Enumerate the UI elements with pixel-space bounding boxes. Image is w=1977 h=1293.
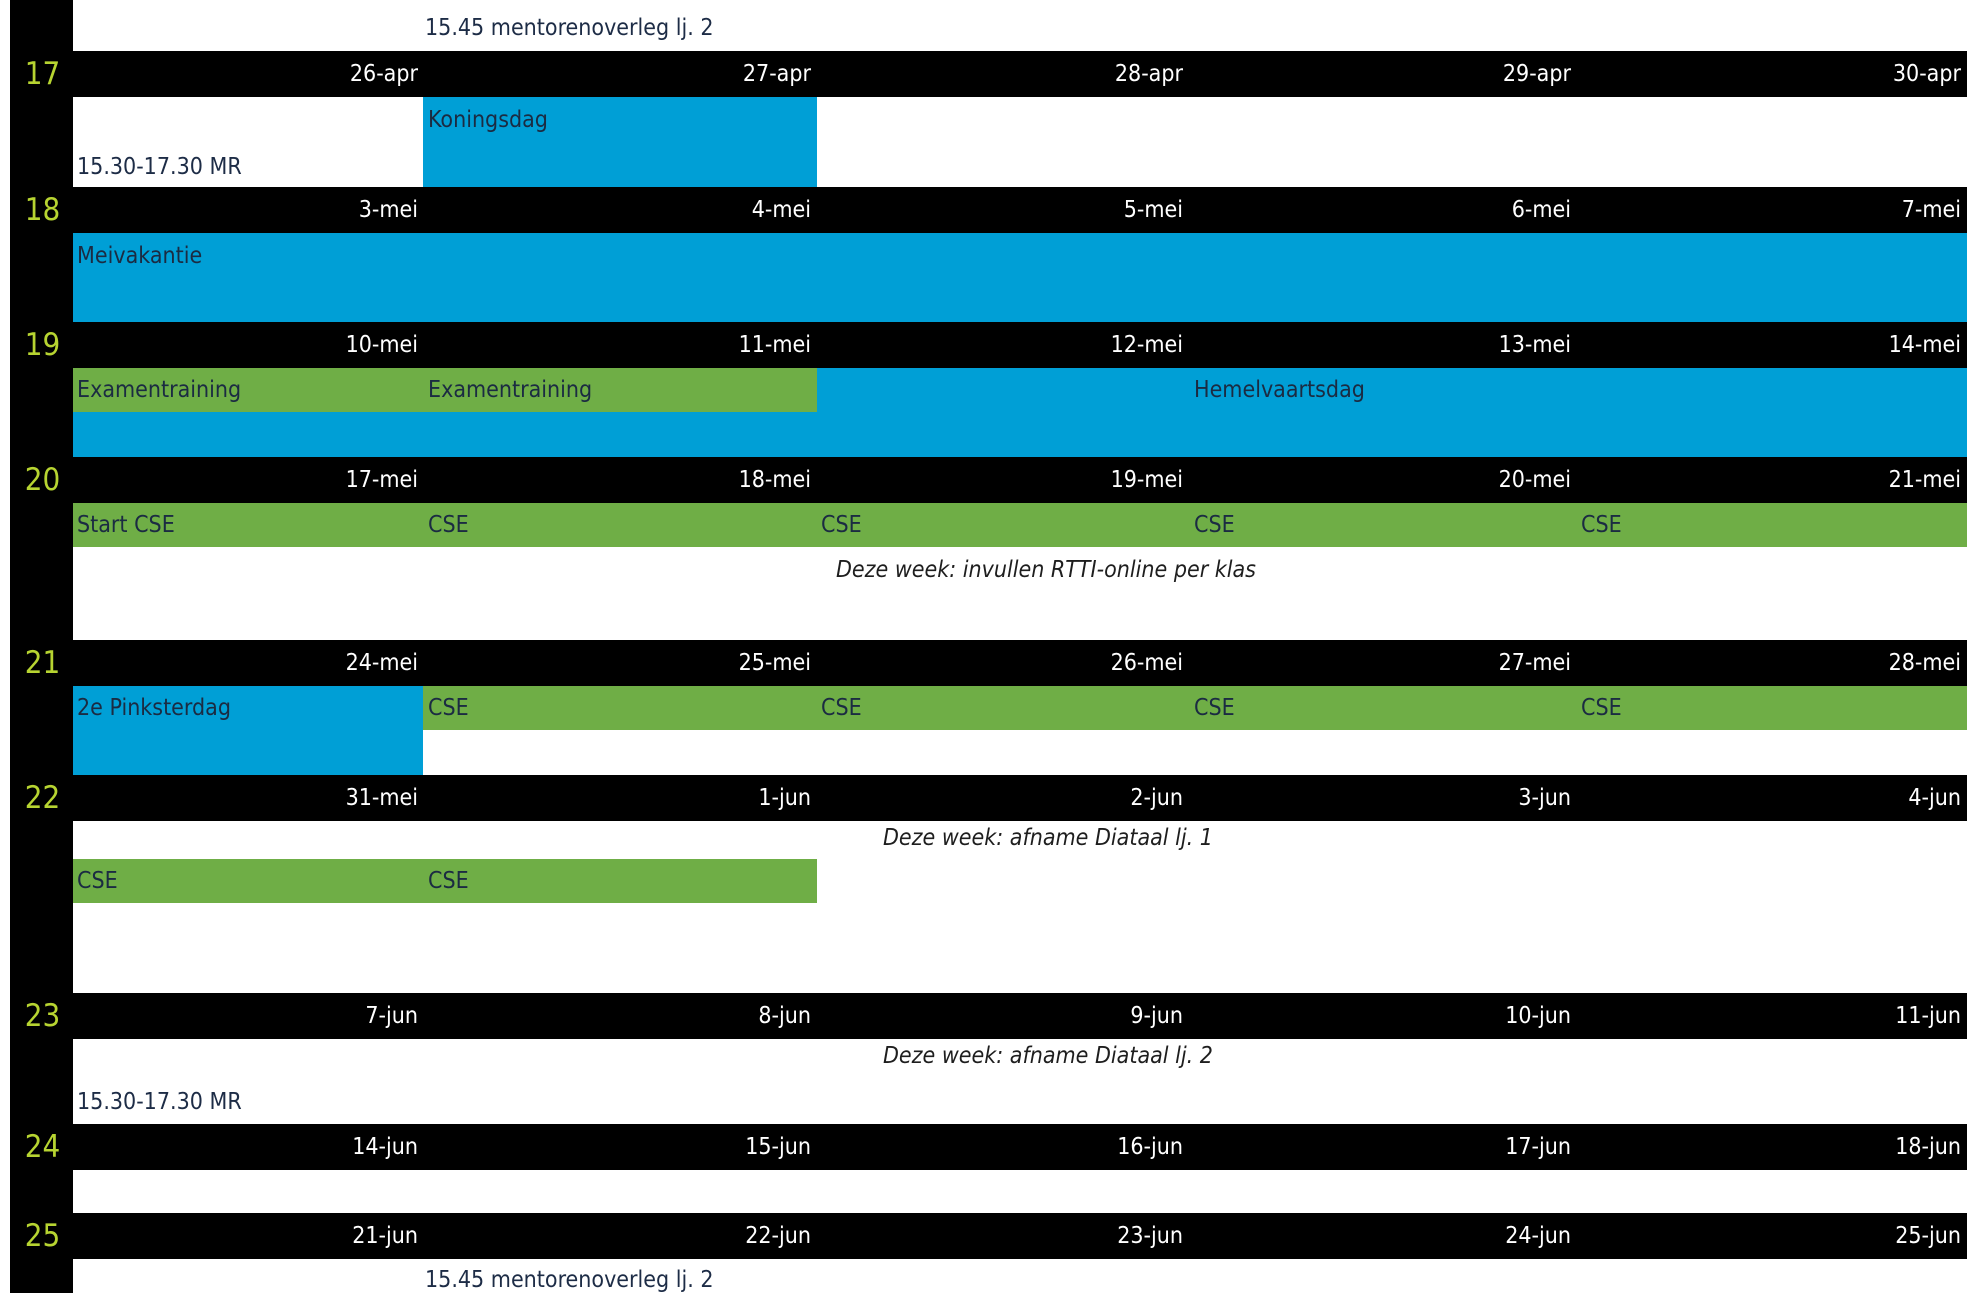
date-cell: 9-jun (1130, 1003, 1183, 1029)
date-cell: 16-jun (1117, 1134, 1183, 1160)
date-cell: 24-mei (345, 650, 418, 676)
week-number: 25 (24, 1218, 61, 1254)
event-meivakantie-label: Meivakantie (77, 243, 203, 269)
date-cell: 7-jun (365, 1003, 418, 1029)
event-start-cse-label: Start CSE (77, 512, 175, 538)
week-number: 19 (24, 327, 61, 363)
date-cell: 22-jun (745, 1223, 811, 1249)
week-header-23 (73, 993, 1967, 1039)
date-cell: 3-mei (358, 197, 418, 223)
date-cell: 27-apr (742, 61, 811, 87)
week-number-column (10, 0, 73, 1293)
event-cse-row (73, 859, 817, 903)
date-cell: 1-jun (758, 785, 811, 811)
event-koningsdag-label: Koningsdag (428, 107, 548, 133)
date-cell: 10-mei (345, 332, 418, 358)
event-pinksterdag-label: 2e Pinksterdag (77, 695, 231, 721)
date-cell: 14-mei (1888, 332, 1961, 358)
week-header-22 (73, 775, 1967, 821)
week-number: 21 (24, 645, 61, 681)
date-cell: 31-mei (345, 785, 418, 811)
date-cell: 29-apr (1502, 61, 1571, 87)
date-cell: 3-jun (1518, 785, 1571, 811)
date-cell: 28-mei (1888, 650, 1961, 676)
event-cse-label: CSE (1581, 512, 1622, 538)
event-pinksterdag (73, 686, 423, 775)
date-cell: 15-jun (745, 1134, 811, 1160)
event-meivakantie (73, 233, 1967, 322)
date-cell: 6-mei (1511, 197, 1571, 223)
week-number: 22 (24, 780, 61, 816)
week-header-17 (73, 51, 1967, 97)
event-cse-label: CSE (428, 868, 469, 894)
date-cell: 4-mei (751, 197, 811, 223)
date-cell: 7-mei (1901, 197, 1961, 223)
event-mr: 15.30-17.30 MR (77, 1089, 242, 1115)
week-note: Deze week: invullen RTTI-online per klas (836, 557, 1256, 583)
event-cse-row (73, 503, 1967, 547)
week-number: 17 (24, 56, 61, 92)
date-cell: 12-mei (1110, 332, 1183, 358)
date-cell: 25-jun (1895, 1223, 1961, 1249)
date-cell: 24-jun (1505, 1223, 1571, 1249)
date-cell: 8-jun (758, 1003, 811, 1029)
date-cell: 23-jun (1117, 1223, 1183, 1249)
date-cell: 4-jun (1908, 785, 1961, 811)
date-cell: 10-jun (1505, 1003, 1571, 1029)
date-cell: 21-jun (352, 1223, 418, 1249)
week-note: Deze week: afname Diataal lj. 2 (883, 1043, 1213, 1069)
event-examentraining (73, 368, 817, 412)
date-cell: 17-jun (1505, 1134, 1571, 1160)
week-number: 24 (24, 1129, 61, 1165)
event-hemelvaartsdag-label: Hemelvaartsdag (1194, 377, 1365, 403)
date-cell: 18-mei (738, 467, 811, 493)
event-cse-row (423, 686, 1967, 730)
date-cell: 11-mei (738, 332, 811, 358)
date-cell: 14-jun (352, 1134, 418, 1160)
week-header-19 (73, 322, 1967, 368)
date-cell: 26-mei (1110, 650, 1183, 676)
week-number: 20 (24, 462, 61, 498)
week-header-24 (73, 1124, 1967, 1170)
date-cell: 30-apr (1892, 61, 1961, 87)
week-number: 18 (24, 192, 61, 228)
week-header-18 (73, 187, 1967, 233)
event-mr: 15.30-17.30 MR (77, 154, 242, 180)
event-examentraining-label: Examentraining (77, 377, 242, 403)
week-header-20 (73, 457, 1967, 503)
date-cell: 5-mei (1123, 197, 1183, 223)
date-cell: 19-mei (1110, 467, 1183, 493)
date-cell: 26-apr (349, 61, 418, 87)
week-note: Deze week: afname Diataal lj. 1 (883, 825, 1213, 851)
date-cell: 11-jun (1895, 1003, 1961, 1029)
date-cell: 25-mei (738, 650, 811, 676)
week-header-21 (73, 640, 1967, 686)
event-cse-label: CSE (1194, 512, 1235, 538)
event-cse-label: CSE (821, 695, 862, 721)
date-cell: 2-jun (1130, 785, 1183, 811)
date-cell: 13-mei (1498, 332, 1571, 358)
event-cse-label: CSE (428, 512, 469, 538)
event-mentorenoverleg-top: 15.45 mentorenoverleg lj. 2 (425, 15, 714, 41)
event-cse-label: CSE (821, 512, 862, 538)
event-examentraining-label: Examentraining (428, 377, 593, 403)
week-number: 23 (24, 998, 61, 1034)
event-cse-label: CSE (1581, 695, 1622, 721)
event-koningsdag (423, 97, 817, 187)
date-cell: 27-mei (1498, 650, 1571, 676)
week-header-25 (73, 1213, 1967, 1259)
calendar: 15.45 mentorenoverleg lj. 2 17 26-apr 27… (10, 0, 1967, 1293)
date-cell: 21-mei (1888, 467, 1961, 493)
event-mentorenoverleg: 15.45 mentorenoverleg lj. 2 (425, 1267, 714, 1293)
date-cell: 28-apr (1114, 61, 1183, 87)
date-cell: 20-mei (1498, 467, 1571, 493)
event-cse-label: CSE (77, 868, 118, 894)
event-cse-label: CSE (1194, 695, 1235, 721)
event-cse-label: CSE (428, 695, 469, 721)
date-cell: 18-jun (1895, 1134, 1961, 1160)
date-cell: 17-mei (345, 467, 418, 493)
